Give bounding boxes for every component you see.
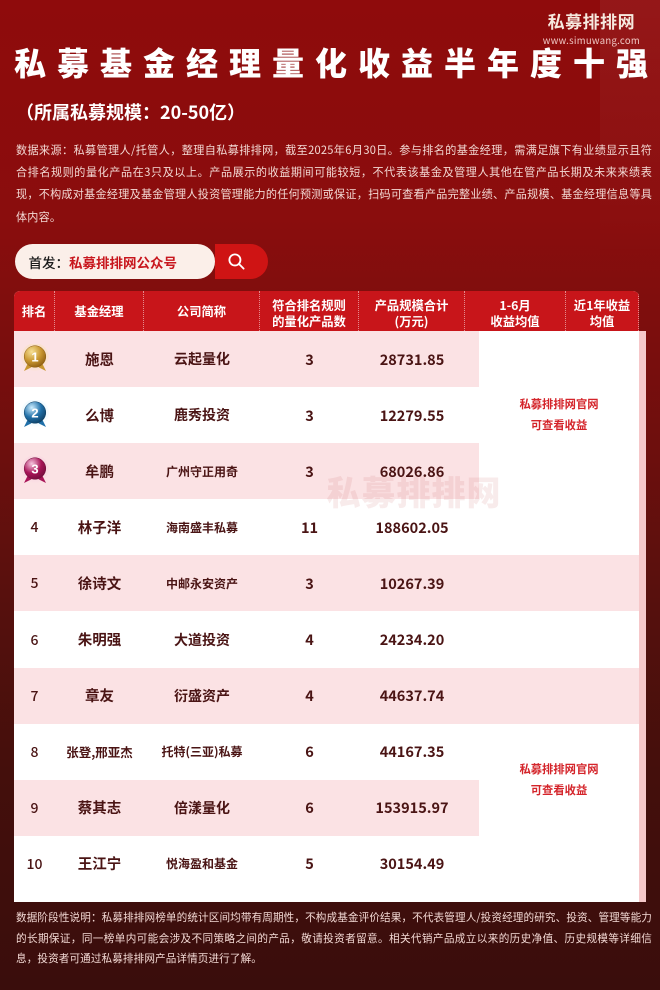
svg-text:1: 1 [31, 350, 38, 365]
svg-text:2: 2 [31, 406, 38, 421]
svg-text:3: 3 [31, 462, 38, 477]
